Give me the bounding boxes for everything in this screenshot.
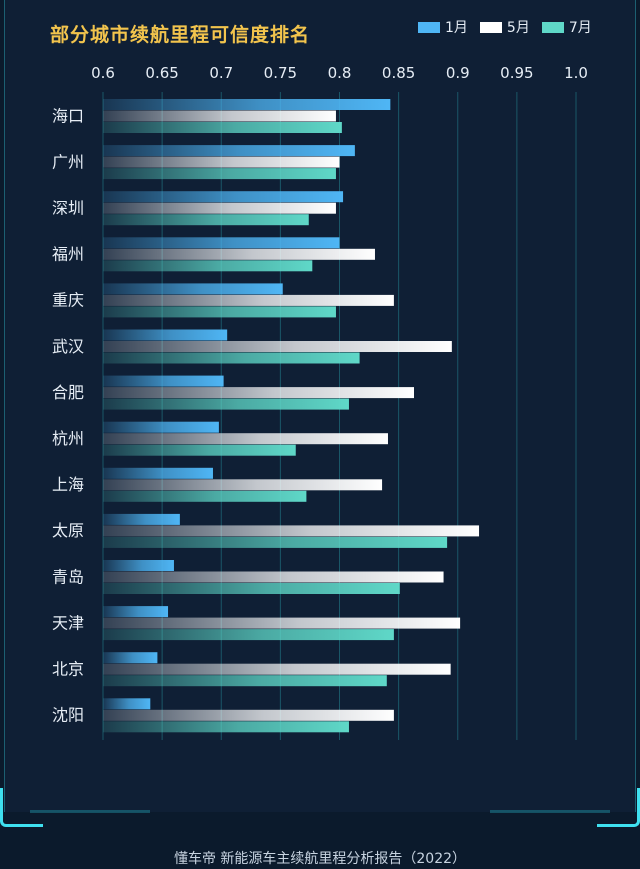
- bar: [103, 283, 283, 295]
- bar: [103, 168, 336, 180]
- legend: 1月 5月 7月: [418, 17, 592, 37]
- legend-swatch-jan: [418, 21, 440, 33]
- category-label: 深圳: [52, 198, 84, 217]
- bar: [103, 260, 313, 272]
- bottom-glow-right: [490, 810, 610, 813]
- bar: [103, 237, 340, 249]
- bar: [103, 99, 391, 110]
- frame-corner-left: [0, 788, 43, 827]
- bar: [103, 306, 336, 318]
- bar: [103, 721, 349, 733]
- bar: [103, 329, 228, 341]
- bar: [103, 352, 360, 364]
- bottom-glow-left: [30, 810, 150, 813]
- legend-swatch-jul: [541, 21, 564, 33]
- category-label: 北京: [52, 659, 84, 678]
- legend-label-may: 5月: [506, 20, 530, 36]
- x-tick-label: 0.95: [500, 64, 533, 82]
- legend-item-may: 5月: [479, 17, 530, 37]
- bar: [103, 294, 394, 306]
- x-tick-label: 0.7: [209, 64, 233, 82]
- category-label: 青岛: [52, 567, 84, 586]
- bar: [103, 571, 444, 583]
- legend-label-jan: 1月: [445, 20, 468, 36]
- bar: [103, 629, 394, 641]
- x-tick-label: 0.6: [91, 64, 115, 82]
- bar: [103, 536, 448, 548]
- category-label: 沈阳: [52, 706, 84, 725]
- source-footer: 懂车帝 新能源车主续航里程分析报告（2022）: [173, 851, 467, 867]
- frame-corner-right: [597, 788, 640, 827]
- x-tick-label: 0.75: [264, 64, 297, 82]
- bar: [103, 421, 219, 433]
- bar: [103, 145, 355, 157]
- x-tick-label: 0.8: [328, 64, 352, 82]
- bar: [103, 652, 158, 664]
- bar: [103, 513, 180, 525]
- bar: [103, 698, 151, 710]
- legend-item-jan: 1月: [418, 17, 468, 37]
- legend-label-jul: 7月: [568, 20, 592, 36]
- bar: [103, 214, 309, 226]
- bar: [103, 560, 174, 571]
- x-tick-label: 0.9: [446, 64, 470, 82]
- x-tick-label: 0.65: [145, 64, 178, 82]
- category-label: 福州: [52, 245, 84, 264]
- category-label: 杭州: [52, 429, 84, 448]
- category-label: 天津: [52, 613, 84, 632]
- bar: [103, 709, 394, 721]
- bar: [103, 202, 336, 214]
- bar: [103, 490, 307, 502]
- bar: [103, 606, 169, 618]
- bar: [103, 122, 342, 133]
- bar: [103, 433, 388, 445]
- x-tick-label: 0.85: [382, 64, 415, 82]
- bar: [103, 398, 349, 410]
- bar: [103, 191, 344, 203]
- chart-title: 部分城市续航里程可信度排名: [50, 24, 311, 46]
- category-label: 重庆: [52, 291, 84, 310]
- legend-swatch-may: [479, 21, 502, 33]
- bar: [103, 156, 340, 168]
- x-tick-label: 1.0: [564, 64, 588, 82]
- bar: [103, 675, 387, 687]
- bar: [103, 387, 414, 399]
- bar: [103, 583, 400, 594]
- bar: [103, 375, 224, 387]
- category-label: 上海: [52, 475, 84, 494]
- category-label: 广州: [52, 152, 84, 171]
- bar: [103, 617, 461, 629]
- category-label: 武汉: [52, 337, 84, 356]
- bar: [103, 467, 213, 479]
- bar: [103, 341, 452, 352]
- category-label: 海口: [52, 106, 84, 125]
- bar: [103, 663, 451, 675]
- bar: [103, 479, 383, 491]
- legend-item-jul: 7月: [541, 17, 592, 37]
- category-label: 合肥: [52, 383, 84, 402]
- category-label: 太原: [52, 521, 84, 540]
- bar: [103, 110, 336, 122]
- bar: [103, 248, 375, 260]
- bar: [103, 525, 480, 537]
- bar: [103, 444, 296, 456]
